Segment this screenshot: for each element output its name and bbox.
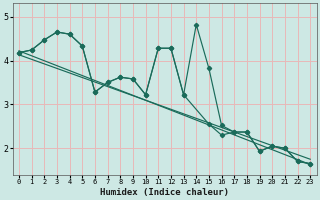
- X-axis label: Humidex (Indice chaleur): Humidex (Indice chaleur): [100, 188, 229, 197]
